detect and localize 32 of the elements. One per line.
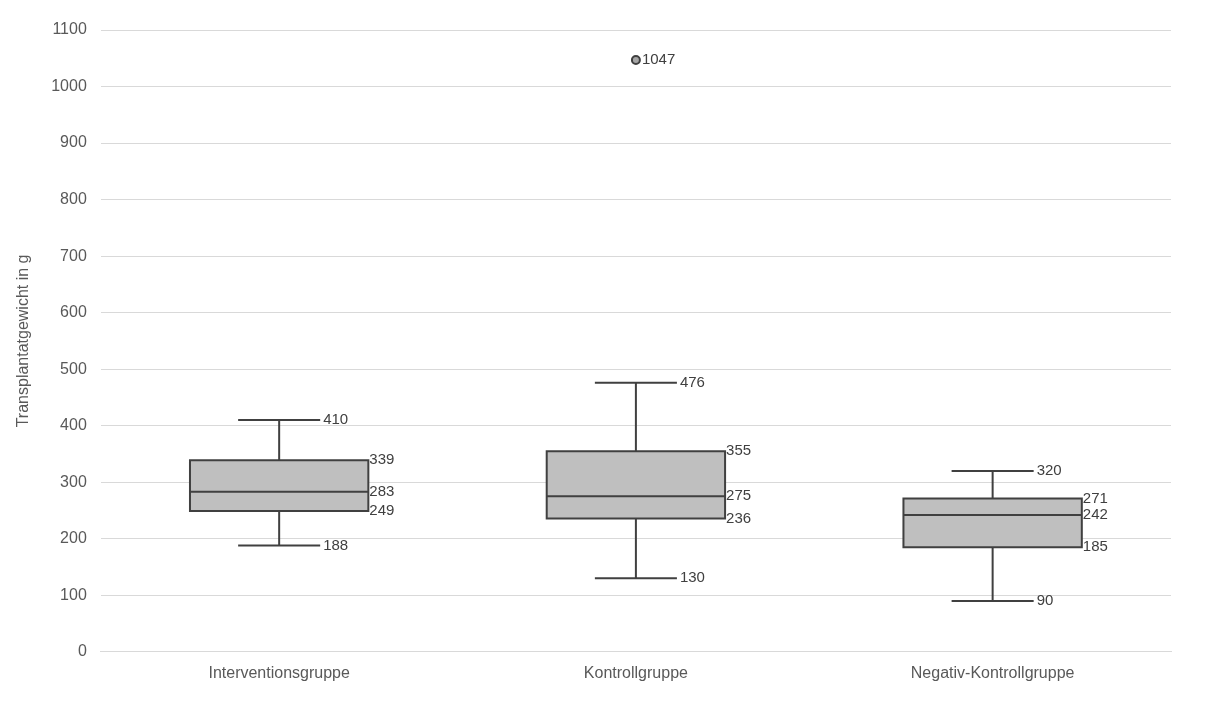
annotation: 275 (726, 486, 752, 504)
y-tick-label: 200 (60, 529, 87, 547)
annotation: 339 (369, 450, 395, 468)
annotation: 188 (323, 535, 349, 553)
x-tick-label: Interventionsgruppe (208, 663, 350, 681)
y-tick-label: 100 (60, 585, 87, 603)
y-axis-title: Transplantatgewicht in g (14, 254, 32, 428)
annotation: 355 (726, 441, 752, 459)
annotation: 320 (1036, 461, 1062, 479)
y-tick-label: 800 (60, 189, 87, 207)
annotation: 283 (369, 481, 395, 499)
annotation: 249 (369, 501, 395, 519)
annotation: 1047 (641, 50, 676, 68)
annotation: 476 (679, 372, 705, 390)
x-tick-label: Negativ-Kontrollgruppe (910, 663, 1075, 681)
annotation: 242 (1082, 505, 1108, 523)
y-tick-label: 1000 (51, 76, 87, 94)
x-tick-label: Kontrollgruppe (583, 663, 689, 681)
y-tick-label: 1100 (52, 20, 87, 38)
y-tick-label: 300 (60, 472, 87, 490)
annotation: 410 (323, 410, 349, 428)
y-tick-label: 700 (60, 246, 87, 264)
y-tick-label: 0 (77, 642, 87, 660)
annotation: 185 (1082, 537, 1108, 555)
annotation: 271 (1082, 488, 1108, 506)
annotation: 90 (1036, 591, 1054, 609)
y-tick-label: 400 (60, 416, 87, 434)
annotation: 236 (726, 508, 752, 526)
annotation: 130 (679, 568, 705, 586)
y-tick-label: 600 (60, 303, 87, 321)
y-tick-label: 900 (60, 133, 87, 151)
y-tick-label: 500 (60, 359, 87, 377)
